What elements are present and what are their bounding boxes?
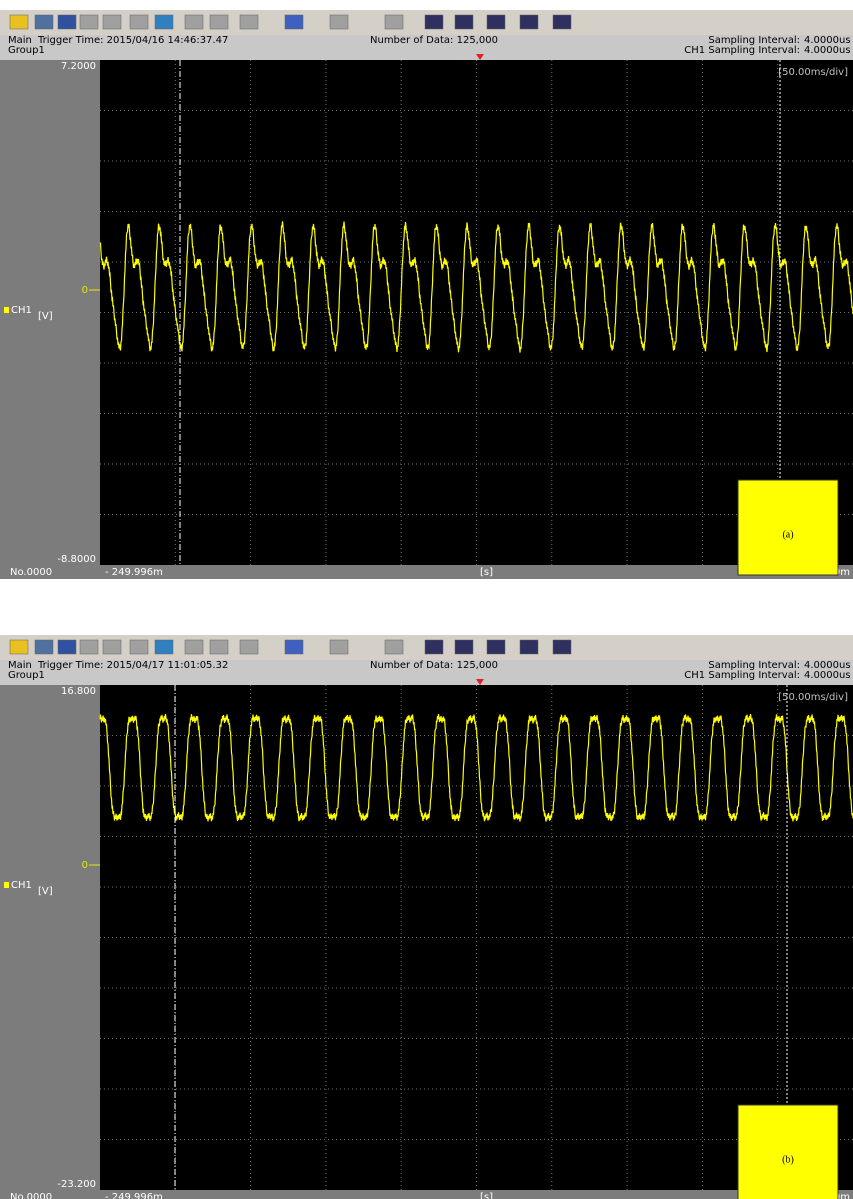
toolbar-button[interactable] (284, 14, 304, 30)
waveform (99, 221, 853, 353)
x-unit-label: [s] (480, 1192, 493, 1199)
trigger-time: Trigger Time: 2015/04/16 14:46:37.47 (37, 35, 228, 46)
time-per-div: [50.00ms/div] (778, 692, 848, 703)
toolbar-button[interactable] (239, 639, 259, 655)
y-zero-label: 0 (82, 860, 88, 871)
toolbar-button[interactable] (552, 639, 572, 655)
toolbar-button[interactable] (239, 14, 259, 30)
channel-pane (0, 60, 100, 565)
sampling-value: 4.0000us (804, 35, 851, 46)
main-label: Main (8, 660, 32, 671)
toolbar-button[interactable] (79, 14, 99, 30)
channel-pane (0, 685, 100, 1190)
toolbar-button[interactable] (486, 639, 506, 655)
record-number: No.0000 (10, 1192, 52, 1199)
toolbar-button[interactable] (154, 14, 174, 30)
toolbar-button[interactable] (329, 639, 349, 655)
time-per-div: [50.00ms/div] (778, 67, 848, 78)
toolbar-button[interactable] (129, 14, 149, 30)
number-of-data: Number of Data: 125,000 (370, 35, 498, 46)
toolbar-button[interactable] (486, 14, 506, 30)
panel-label: (a) (782, 529, 793, 540)
toolbar-button[interactable] (519, 639, 539, 655)
toolbar-button[interactable] (154, 639, 174, 655)
channel-swatch (4, 307, 9, 313)
ch1-sampling-value: 4.0000us (804, 45, 851, 56)
toolbar-button[interactable] (209, 14, 229, 30)
toolbar-button[interactable] (424, 14, 444, 30)
y-top-label: 7.2000 (61, 61, 96, 72)
toolbar-button[interactable] (424, 639, 444, 655)
channel-unit: [V] (38, 311, 53, 322)
header (0, 660, 853, 685)
toolbar-button[interactable] (384, 14, 404, 30)
group-label: Group1 (8, 45, 45, 56)
y-zero-label: 0 (82, 285, 88, 296)
toolbar-button[interactable] (454, 639, 474, 655)
record-number: No.0000 (10, 567, 52, 578)
toolbar-button[interactable] (552, 14, 572, 30)
y-bottom-label: -23.200 (57, 1179, 96, 1190)
header (0, 35, 853, 60)
number-of-data: Number of Data: 125,000 (370, 660, 498, 671)
toolbar-button[interactable] (184, 14, 204, 30)
panel-label: (b) (782, 1154, 794, 1165)
x-start-label: - 249.996m (105, 567, 163, 578)
y-top-label: 16.800 (61, 686, 96, 697)
toolbar-button[interactable] (102, 639, 122, 655)
x-start-label: - 249.996m (105, 1192, 163, 1199)
toolbar-button[interactable] (284, 639, 304, 655)
ch1-sampling-label: CH1 Sampling Interval: (684, 45, 800, 56)
trigger-marker (476, 54, 484, 60)
toolbar-button[interactable] (184, 639, 204, 655)
toolbar-button[interactable] (79, 639, 99, 655)
toolbar-button[interactable] (209, 639, 229, 655)
channel-swatch (4, 882, 9, 888)
trigger-time: Trigger Time: 2015/04/17 11:01:05.32 (37, 660, 228, 671)
toolbar-button[interactable] (9, 639, 29, 655)
trigger-marker (476, 679, 484, 685)
channel-unit: [V] (38, 886, 53, 897)
panel-label-box (737, 1104, 839, 1199)
toolbar-button[interactable] (384, 639, 404, 655)
toolbar-button[interactable] (9, 14, 29, 30)
toolbar-button[interactable] (57, 639, 77, 655)
toolbar-button[interactable] (34, 639, 54, 655)
y-bottom-label: -8.8000 (57, 554, 96, 565)
sampling-value: 4.0000us (804, 660, 851, 671)
footer (0, 565, 853, 579)
toolbar-button[interactable] (329, 14, 349, 30)
channel-name: CH1 (11, 880, 32, 891)
toolbar-button[interactable] (102, 14, 122, 30)
waveform (99, 714, 853, 822)
footer (0, 1190, 853, 1199)
toolbar-button[interactable] (519, 14, 539, 30)
toolbar-button[interactable] (57, 14, 77, 30)
toolbar-button[interactable] (129, 639, 149, 655)
toolbar-button[interactable] (34, 14, 54, 30)
x-unit-label: [s] (480, 567, 493, 578)
channel-name: CH1 (11, 305, 32, 316)
panel-label-box (737, 479, 839, 576)
toolbar-button[interactable] (454, 14, 474, 30)
sampling-label: Sampling Interval: (708, 35, 800, 46)
ch1-sampling-label: CH1 Sampling Interval: (684, 670, 800, 681)
sampling-label: Sampling Interval: (708, 660, 800, 671)
ch1-sampling-value: 4.0000us (804, 670, 851, 681)
main-label: Main (8, 35, 32, 46)
group-label: Group1 (8, 670, 45, 681)
